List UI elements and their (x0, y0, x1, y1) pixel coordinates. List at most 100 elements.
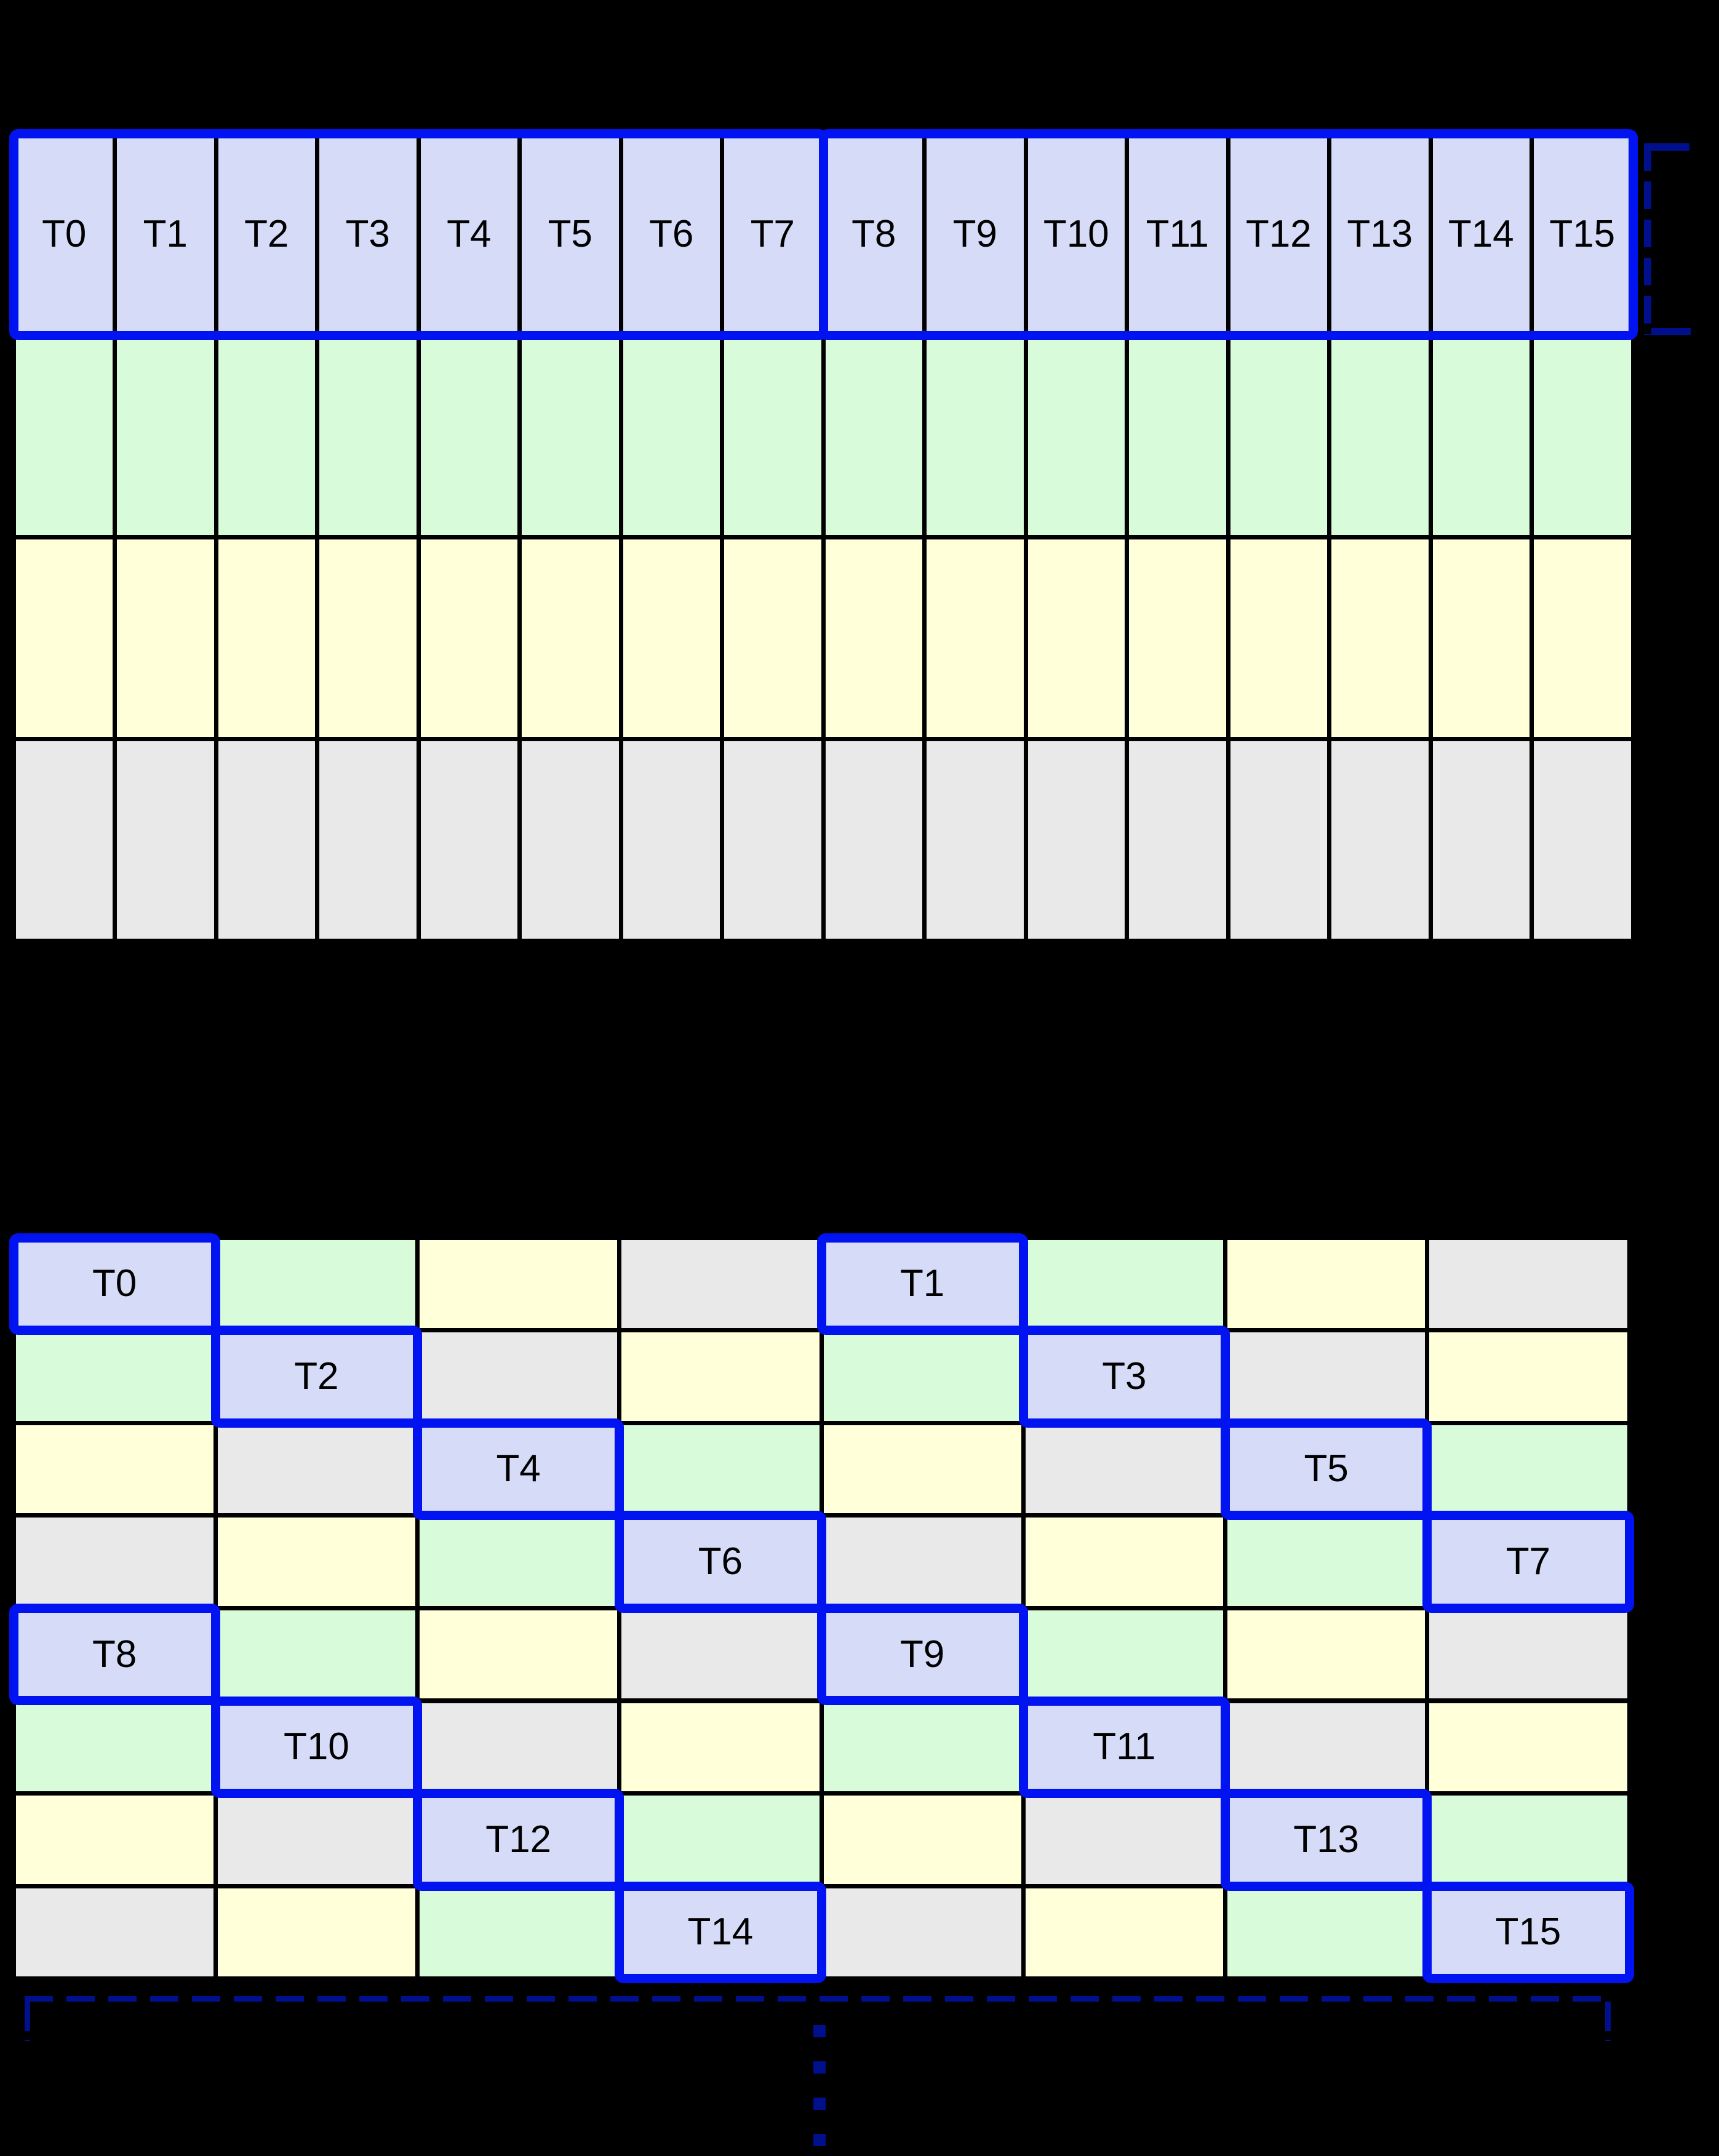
memory-cell (825, 539, 922, 737)
memory-cell (1429, 1796, 1627, 1884)
memory-cell (1129, 337, 1226, 535)
memory-cell (621, 1703, 820, 1792)
thread-label: T9 (899, 1633, 945, 1676)
thread-label: T3 (1102, 1354, 1147, 1398)
memory-cell (927, 539, 1024, 737)
memory-cell (1025, 1703, 1223, 1792)
memory-cell (823, 1796, 1021, 1884)
memory-cell (1227, 1332, 1426, 1421)
memory-cell (823, 1239, 1021, 1329)
memory-cell (218, 135, 315, 333)
memory-cell (1429, 1425, 1627, 1514)
memory-cell (15, 1610, 213, 1699)
memory-cell (1432, 337, 1530, 535)
memory-cell (420, 1703, 618, 1792)
thread-label: T10 (1043, 213, 1109, 255)
memory-cell (823, 1332, 1021, 1421)
memory-cell (15, 1332, 213, 1421)
thread-cell-highlight (816, 1603, 1028, 1706)
thread-label: T5 (548, 213, 592, 255)
memory-cell (724, 337, 821, 535)
thread-cell-highlight (1221, 1418, 1432, 1521)
thread-label: T13 (1347, 213, 1413, 255)
memory-cell (1025, 1888, 1223, 1977)
thread-cell-highlight (1221, 1789, 1432, 1891)
memory-cell (420, 135, 517, 333)
memory-cell (823, 1518, 1021, 1606)
thread-label: T0 (92, 1262, 137, 1305)
thread-label: T4 (447, 213, 492, 255)
memory-cell (1227, 1518, 1426, 1606)
memory-cell (1025, 1332, 1223, 1421)
thread-cell-highlight (615, 1511, 826, 1613)
memory-cell (420, 1610, 618, 1699)
memory-cell (1027, 539, 1125, 737)
thread-cell-highlight (210, 1326, 422, 1428)
memory-cell (825, 741, 922, 939)
memory-cell (15, 539, 113, 737)
memory-cell (1230, 135, 1327, 333)
thread-cell-highlight (413, 1418, 624, 1521)
memory-cell (522, 539, 619, 737)
memory-cell (927, 741, 1024, 939)
memory-cell (724, 135, 821, 333)
thread-label: T11 (1146, 213, 1209, 255)
memory-cell (15, 1888, 213, 1977)
memory-cell (218, 741, 315, 939)
memory-cell (623, 741, 720, 939)
memory-cell (1227, 1703, 1426, 1792)
memory-cell (1227, 1796, 1426, 1884)
memory-cell (823, 1425, 1021, 1514)
memory-cell (15, 1518, 213, 1606)
memory-cell (319, 337, 417, 535)
memory-cell (217, 1796, 415, 1884)
thread-cell-highlight (9, 1603, 220, 1706)
memory-cell (15, 1425, 213, 1514)
thread-label: T15 (1549, 213, 1616, 255)
thread-label: T3 (345, 213, 390, 255)
memory-cell (621, 1796, 820, 1884)
thread-label: T10 (283, 1725, 349, 1768)
warp-group-highlight (9, 129, 828, 340)
memory-cell (420, 1888, 618, 1977)
thread-label: T14 (1448, 213, 1514, 255)
thread-cell-highlight (615, 1881, 826, 1984)
memory-cell (218, 337, 315, 535)
memory-cell (1331, 539, 1429, 737)
memory-cell (117, 539, 214, 737)
memory-cell (1432, 539, 1530, 737)
memory-cell (218, 539, 315, 737)
memory-cell (621, 1610, 820, 1699)
thread-label: T7 (1506, 1540, 1551, 1583)
bottom-width-bracket-left-tick (25, 2002, 30, 2041)
thread-cell-highlight (1018, 1696, 1230, 1799)
memory-cell (621, 1425, 820, 1514)
memory-cell (1331, 337, 1429, 535)
memory-cell (522, 337, 619, 535)
thread-label: T12 (1245, 213, 1312, 255)
memory-cell (823, 1703, 1021, 1792)
thread-label: T13 (1293, 1818, 1360, 1861)
memory-cell (621, 1239, 820, 1329)
memory-cell (623, 337, 720, 535)
memory-cell (1129, 135, 1226, 333)
thread-cell-highlight (9, 1233, 220, 1335)
memory-cell (825, 135, 922, 333)
memory-cell (825, 337, 922, 535)
thread-cell-highlight (1422, 1881, 1634, 1984)
continuation-dots (813, 2025, 826, 2147)
thread-label: T6 (649, 213, 694, 255)
memory-cell (217, 1888, 415, 1977)
memory-cell (1027, 337, 1125, 535)
memory-cell (420, 741, 517, 939)
thread-label: T2 (294, 1354, 339, 1398)
memory-cell (522, 135, 619, 333)
memory-cell (1429, 1332, 1627, 1421)
memory-cell (724, 741, 821, 939)
memory-cell (1025, 1239, 1223, 1329)
memory-cell (117, 337, 214, 535)
memory-cell (522, 741, 619, 939)
memory-cell (1429, 1888, 1627, 1977)
memory-cell (1534, 741, 1631, 939)
memory-cell (623, 539, 720, 737)
